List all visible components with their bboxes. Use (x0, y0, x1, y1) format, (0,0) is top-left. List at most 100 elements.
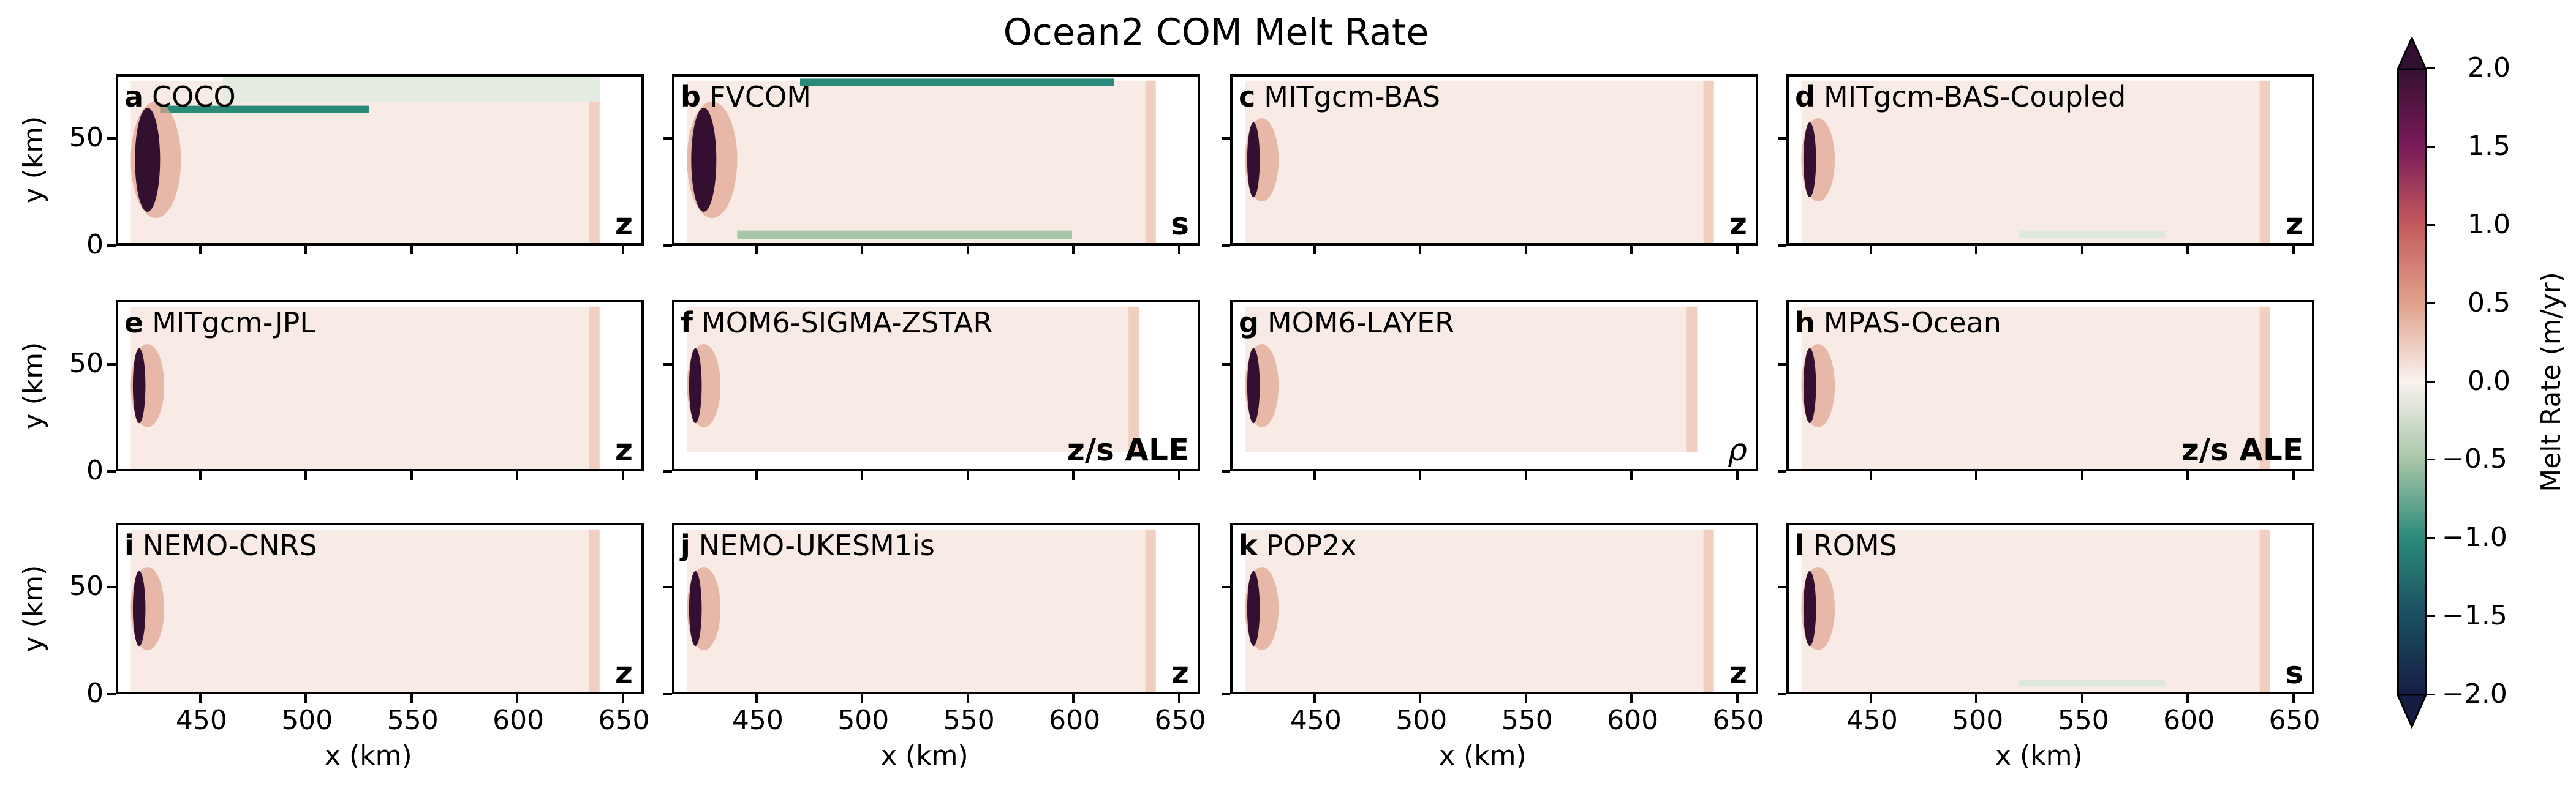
panel-l: l ROMS s (1786, 523, 2314, 694)
negative-melt-stripe (160, 105, 369, 113)
ice-shelf-cavity (1801, 306, 2270, 469)
colorbar-tick-label: 0.5 (2468, 287, 2510, 318)
panel-k: k POP2x z (1230, 523, 1758, 694)
model-name: ROMS (1813, 529, 1897, 562)
panel-h: h MPAS-Ocean z/s ALE (1786, 300, 2314, 471)
panel-b: b FVCOM s (672, 74, 1200, 246)
colorbar-label: Melt Rate (m/yr) (2536, 272, 2567, 492)
colorbar-tick (2427, 615, 2435, 618)
x-tick-label: 450 (175, 705, 227, 736)
panel-i: i NEMO-CNRS z (116, 523, 644, 694)
panel-letter: f (681, 306, 693, 339)
panel-letter: g (1239, 306, 1259, 339)
melt-rate-map (1245, 80, 1714, 243)
panel-e: e MITgcm-JPL z (116, 300, 644, 471)
grounding-line-melt (691, 108, 717, 212)
panel-label: k POP2x (1239, 529, 1357, 562)
x-tick (1869, 471, 1872, 480)
x-tick (755, 246, 758, 254)
x-tick (2080, 471, 2083, 480)
y-axis-label: y (km) (18, 342, 49, 430)
calving-front-band (2259, 80, 2270, 243)
y-tick (107, 363, 116, 366)
panel-label: a COCO (124, 80, 236, 113)
calving-front-band (2259, 529, 2270, 692)
model-name: MITgcm-BAS (1264, 80, 1441, 113)
x-tick (1736, 471, 1739, 480)
panel-letter: l (1795, 529, 1805, 562)
grounding-line-melt (1247, 122, 1260, 198)
x-tick (1630, 246, 1633, 254)
grounding-line-melt (1803, 571, 1816, 647)
y-tick (1222, 363, 1230, 366)
vertical-coordinate-label: z (2285, 206, 2303, 242)
x-tick (2186, 246, 2189, 254)
panel-d: d MITgcm-BAS-Coupled z (1786, 74, 2314, 246)
x-tick (1869, 694, 1872, 703)
x-tick (2080, 246, 2083, 254)
x-tick (861, 246, 864, 254)
y-tick (663, 586, 672, 588)
model-name: MPAS-Ocean (1823, 306, 2001, 339)
y-tick (1778, 693, 1786, 695)
ice-shelf-cavity (687, 306, 1139, 452)
melt-rate-map (687, 529, 1156, 692)
vertical-coordinate-label: z (1729, 655, 1747, 691)
colorbar-extend-arrows (2397, 37, 2427, 729)
calving-front-band (2259, 306, 2270, 469)
model-name: NEMO-CNRS (142, 529, 317, 562)
y-tick (1778, 586, 1786, 588)
ice-shelf-cavity (687, 529, 1156, 692)
x-tick (198, 246, 202, 254)
y-tick-label: 0 (86, 678, 104, 709)
y-tick-label: 50 (69, 348, 104, 379)
x-tick (966, 694, 969, 703)
vertical-coordinate-label: z (614, 206, 633, 242)
y-tick (107, 586, 116, 588)
vertical-coordinate-label: z (1729, 206, 1747, 242)
panel-letter: c (1239, 80, 1256, 113)
refreezing-area (2019, 230, 2166, 238)
negative-melt-stripe (799, 78, 1114, 86)
x-axis-label: x (km) (1995, 740, 2083, 771)
panel-letter: i (124, 529, 134, 562)
panel-letter: e (124, 306, 144, 339)
vertical-coordinate-label: s (2285, 655, 2303, 691)
melt-rate-map (130, 77, 600, 243)
model-name: NEMO-UKESM1is (698, 529, 935, 562)
refreezing-area (2019, 679, 2166, 687)
y-tick-label: 50 (69, 122, 104, 153)
vertical-coordinate-label: z/s ALE (2181, 432, 2303, 468)
x-tick (1313, 694, 1316, 703)
panel-label: f MOM6-SIGMA-ZSTAR (681, 306, 992, 339)
x-tick (1313, 471, 1316, 480)
y-tick (107, 137, 116, 140)
panel-label: h MPAS-Ocean (1795, 306, 2001, 339)
vertical-coordinate-label: z/s ALE (1067, 432, 1189, 468)
panel-a: a COCO z (116, 74, 644, 246)
x-tick-label: 650 (2268, 705, 2321, 736)
negative-melt-stripe (737, 230, 1073, 239)
calving-front-band (589, 306, 600, 469)
x-tick (1736, 246, 1739, 254)
y-tick (1778, 363, 1786, 366)
y-tick (663, 363, 672, 366)
extend-min-arrow (2397, 694, 2427, 729)
y-axis-label: y (km) (18, 564, 49, 653)
x-tick (1072, 246, 1075, 254)
x-tick (2292, 471, 2295, 480)
panel-label: e MITgcm-JPL (124, 306, 315, 339)
ice-shelf-cavity (1245, 529, 1714, 692)
colorbar-tick (2427, 694, 2435, 695)
grounding-line-melt (135, 108, 161, 212)
x-tick (1313, 246, 1316, 254)
x-tick-label: 550 (943, 705, 995, 736)
colorbar-tick (2427, 223, 2435, 226)
y-tick (107, 693, 116, 695)
x-tick (621, 246, 624, 254)
melt-rate-map (1245, 529, 1714, 692)
panel-label: c MITgcm-BAS (1239, 80, 1440, 113)
grounding-line-melt (689, 348, 702, 424)
extend-max-arrow (2397, 37, 2427, 70)
ice-shelf-cavity (130, 529, 600, 692)
